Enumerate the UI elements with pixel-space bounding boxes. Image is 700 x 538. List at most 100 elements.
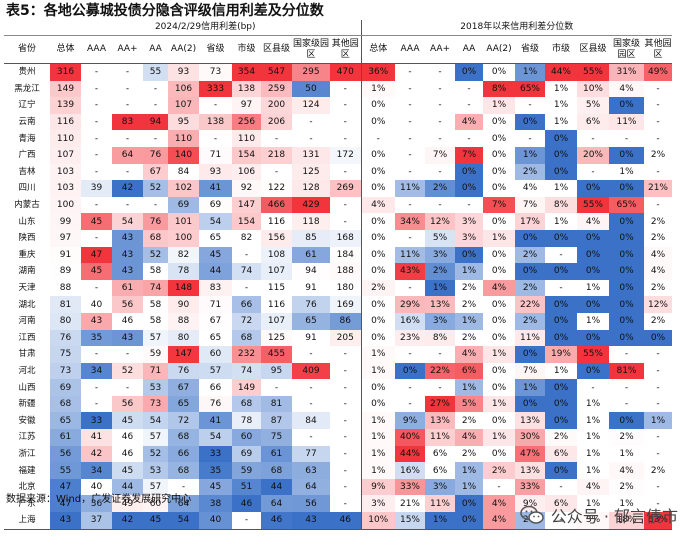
spread-cell: 46: [232, 495, 261, 513]
spread-cell: 75: [261, 429, 292, 446]
percentile-cell: 6%: [455, 362, 483, 380]
percentile-cell: 13%: [515, 412, 545, 430]
province-cell: 甘肃: [18, 349, 36, 360]
spread-cell: 429: [292, 196, 330, 214]
percentile-cell: 1%: [425, 279, 455, 297]
spread-cell: -: [94, 133, 99, 144]
spread-cell: 37: [81, 512, 112, 530]
spread-cell: 74: [232, 263, 261, 280]
percentile-cell: 0%: [545, 312, 577, 330]
spread-cell: 116: [50, 113, 81, 131]
spread-column-header: AA(2): [168, 35, 199, 64]
percentile-cell: 1%: [577, 279, 609, 297]
spread-cell: 45: [112, 462, 143, 479]
percentile-cell: 0%: [360, 229, 395, 247]
pct-column-header: 总体: [360, 35, 395, 64]
percentile-cell: 1%: [455, 312, 483, 330]
pct-column-header: AAA: [395, 35, 425, 64]
spread-cell: 83: [199, 279, 232, 297]
percentile-cell: -: [591, 382, 595, 393]
spread-cell: 81: [261, 395, 292, 413]
percentile-cell: 31%: [609, 63, 644, 81]
spread-cell: 45: [81, 263, 112, 280]
percentile-cell: 0%: [609, 229, 644, 247]
spread-cell: 45: [199, 478, 232, 496]
table-row: 浙江 56 42 46 52 66 33 69 61 77-1% 44% 6% 2% 0% 47% 6% 1% 1…: [4, 445, 672, 463]
table-row: 云南 116-83 94 95 138 256 206- -0% - -4% 0% 0% 1% 6% 11%…: [4, 113, 672, 131]
percentile-cell: 8%: [425, 329, 455, 347]
percentile-cell: -: [656, 448, 660, 459]
percentile-cell: 0%: [577, 246, 609, 264]
percentile-cell: 4%: [455, 113, 483, 131]
percentile-cell: 2%: [644, 279, 672, 297]
pct-column-header: 区县级: [577, 35, 609, 64]
percentile-cell: 0%: [545, 296, 577, 313]
spread-cell: 59: [143, 346, 168, 363]
corner-cell: [4, 20, 50, 36]
spread-cell: -: [213, 133, 218, 144]
spread-cell: 61: [112, 279, 143, 297]
table-row: 陕西 97-43 68 100 65 82 156 85 168 0% -5% 3% 1% 0% 0% 0% 0…: [4, 229, 672, 247]
spread-cell: 106: [232, 163, 261, 181]
percentile-cell: 0%: [483, 63, 515, 81]
spread-cell: 68: [232, 395, 261, 413]
spread-cell: -: [309, 349, 313, 360]
spread-cell: 168: [330, 229, 361, 247]
percentile-cell: -: [408, 100, 412, 111]
spread-cell: -: [94, 166, 99, 177]
percentile-cell: 0%: [545, 395, 577, 413]
percentile-cell: 2%: [545, 429, 577, 446]
spread-cell: 455: [261, 346, 292, 363]
percentile-cell: -: [408, 83, 412, 94]
percentile-cell: 0%: [577, 263, 609, 280]
spread-cell: 100: [50, 196, 81, 214]
percentile-cell: 3%: [455, 229, 483, 247]
table-row: 辽宁 139- - -107-97 200 124-0% - - -1% -1% 5% 0% -: [4, 97, 672, 114]
percentile-cell: 5%: [425, 229, 455, 247]
province-cell: 内蒙古: [14, 200, 40, 211]
spread-cell: 87: [261, 412, 292, 430]
table-row: 黑龙江 149- - -106 333 138 259 50-1% - - -8% 65% 1% 10% 4…: [4, 80, 672, 98]
percentile-cell: 1%: [360, 362, 395, 380]
spread-cell: -: [181, 482, 186, 493]
percentile-cell: 0%: [360, 146, 395, 164]
percentile-cell: 1%: [545, 362, 577, 380]
percentile-cell: -: [656, 399, 660, 410]
percentile-cell: 0%: [360, 163, 395, 181]
spread-cell: -: [94, 83, 99, 94]
spread-cell: 47: [81, 246, 112, 264]
spread-cell: 43: [50, 512, 81, 530]
percentile-cell: -: [656, 133, 660, 144]
spread-cell: 58: [143, 263, 168, 280]
percentile-cell: 4%: [577, 213, 609, 230]
spread-cell: 97: [232, 97, 261, 114]
percentile-cell: 0%: [483, 329, 515, 347]
spread-cell: -: [213, 100, 218, 111]
percentile-cell: 1%: [577, 312, 609, 330]
percentile-cell: 0%: [545, 329, 577, 347]
table-row: 福建 55 34 45 53 68 35 59 68 63-1% 16% 6% 1% 2% 13% 0% 1% 4…: [4, 462, 672, 479]
table-row: 青海 110- - -110-110- - - - - - -0% -0% - - -: [4, 130, 672, 147]
spread-cell: 68: [232, 329, 261, 347]
percentile-cell: 2%: [609, 429, 644, 446]
spread-cell: 184: [330, 246, 361, 264]
spread-cell: -: [343, 482, 347, 493]
percentile-cell: -: [467, 200, 471, 211]
spread-cell: 107: [50, 146, 81, 164]
spread-cell: 91: [292, 329, 330, 347]
spread-cell: 466: [261, 196, 292, 214]
spread-cell: -: [94, 67, 99, 78]
percentile-cell: 0%: [644, 329, 672, 347]
spread-column-header: AA: [143, 35, 168, 64]
spread-cell: 44: [112, 478, 143, 496]
percentile-cell: 1%: [360, 445, 395, 463]
percentile-cell: 2%: [515, 279, 545, 297]
percentile-cell: 1%: [545, 180, 577, 197]
spread-cell: 54: [199, 429, 232, 446]
spread-cell: -: [153, 133, 158, 144]
spread-cell: 53: [143, 462, 168, 479]
province-cell: 北京: [18, 482, 36, 493]
percentile-cell: -: [528, 100, 532, 111]
percentile-cell: -: [438, 100, 442, 111]
percentile-cell: 4%: [483, 512, 515, 530]
